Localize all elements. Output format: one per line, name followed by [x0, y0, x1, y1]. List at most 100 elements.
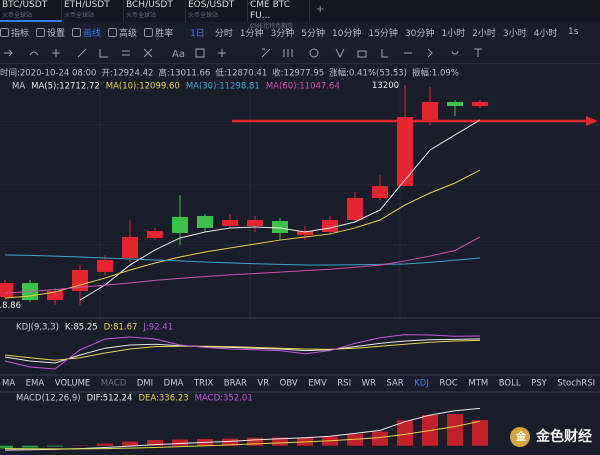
toolbar: 指标 设置 画线 高级 胜率 1日 分时 1分钟 3分钟 5分钟 10分钟 15分钟 30分钟 1小时 2小…: [0, 24, 600, 40]
indicator-tab[interactable]: OBV: [280, 379, 298, 389]
add-tab-button[interactable]: +: [316, 4, 325, 15]
toolbar-item[interactable]: 高级: [108, 26, 137, 39]
interval-button[interactable]: 2小时: [472, 28, 496, 39]
candle-body: [97, 259, 113, 272]
toolbar-label: 高级: [119, 28, 138, 39]
macd-bar: [247, 437, 263, 446]
indicator-tab[interactable]: StochRSI: [557, 379, 595, 389]
interval-button[interactable]: 分时: [214, 28, 233, 39]
indicator-tab[interactable]: DMI: [137, 379, 153, 389]
toolbar-label: 画线: [83, 28, 102, 39]
candle-body: [147, 231, 163, 238]
macd-bar: [222, 438, 238, 446]
indicator-tab[interactable]: VR: [257, 379, 269, 389]
legend-label: MA(30):11298.81: [186, 82, 260, 92]
watermark-text: 金色财经: [535, 428, 592, 445]
tab[interactable]: BCH/USDT 火币全球站: [124, 0, 186, 22]
interval-button[interactable]: 1分钟: [239, 28, 264, 39]
info-text: 高:13011.66: [158, 68, 210, 79]
legend-label: MACD(12,26,9): [16, 394, 81, 404]
indicator-tab[interactable]: BOLL: [499, 379, 521, 389]
legend-label: DEA:336.23: [138, 394, 188, 404]
indicator-tab[interactable]: PSY: [531, 379, 548, 389]
interval-button[interactable]: 15分钟: [368, 28, 398, 39]
interval-button[interactable]: 3分钟: [270, 28, 295, 39]
indicator-tab[interactable]: MTM: [468, 379, 488, 389]
tab[interactable]: BTC/USDT 火币全球站: [0, 0, 62, 22]
legend-label: J:92.41: [142, 323, 173, 333]
toolbar-label: 胜率: [155, 28, 174, 39]
legend-label: MACD:352.01: [195, 394, 253, 404]
interval-button[interactable]: 4小时: [533, 28, 558, 39]
info-text: 开:12924.42: [101, 69, 153, 79]
icon: [144, 27, 154, 37]
macd-bar: [47, 445, 63, 447]
interval-button[interactable]: 3小时: [502, 28, 527, 39]
info-text: 低:12870.41: [215, 68, 267, 79]
indicator-line: [4, 339, 481, 361]
indicator-tab[interactable]: KDJ: [414, 379, 429, 389]
icon: [0, 27, 9, 37]
info-text: 振幅:1.09%: [412, 68, 459, 79]
chart: 金 金色财经 时间:2020-10-24 08:00 开:12924.42 高:13…: [0, 68, 600, 451]
tab-exchange: 火币全球站: [126, 12, 157, 19]
candle-body: [347, 198, 363, 221]
text-tool[interactable]: Aa: [172, 49, 185, 60]
macd-bar: [447, 414, 463, 446]
indicator-tab[interactable]: TRIX: [193, 379, 214, 389]
info-text: 收:12977.95: [272, 68, 324, 79]
interval-button[interactable]: 1小时: [441, 28, 466, 39]
macd-bar: [22, 445, 38, 448]
candle-body: [197, 215, 213, 228]
candle-body: [122, 236, 138, 259]
interval-button[interactable]: 10分钟: [332, 28, 362, 39]
period-select[interactable]: 1日: [190, 28, 205, 39]
macd-bar: [0, 445, 13, 449]
low-price-label: 11618.86: [0, 301, 21, 311]
svg-text:金: 金: [515, 430, 527, 443]
indicator-tab[interactable]: SAR: [386, 379, 403, 389]
indicator-line: [4, 334, 481, 370]
indicator-tab[interactable]: ROC: [439, 379, 458, 389]
interval-button[interactable]: 30分钟: [404, 28, 435, 39]
icon: [108, 27, 118, 37]
macd-bar: [472, 420, 488, 446]
interval-button[interactable]: 5分钟: [301, 28, 326, 39]
tab-symbol: CME BTC FU...: [250, 0, 291, 21]
indicator-line: [79, 119, 481, 301]
indicator-tab[interactable]: BRAR: [224, 379, 247, 389]
candle-body: [372, 186, 388, 199]
indicator-tab[interactable]: RSI: [337, 379, 351, 389]
drawing-tools: Aa: [0, 45, 600, 61]
macd-bar: [122, 441, 138, 446]
tab-exchange: 火币全球站: [2, 12, 33, 19]
candle-body: [297, 231, 313, 236]
tab[interactable]: CME BTC FU... CME比特币期货: [248, 0, 310, 30]
speed[interactable]: 1s: [568, 27, 579, 37]
indicator-tab[interactable]: DMA: [164, 379, 184, 389]
candle-body: [247, 220, 263, 227]
high-price-label: 13200: [372, 81, 399, 91]
icon: [72, 27, 82, 37]
indicator-line: [4, 236, 481, 294]
toolbar-item[interactable]: 胜率: [144, 26, 173, 39]
toolbar-item[interactable]: 画线: [72, 26, 101, 39]
indicator-tab[interactable]: VOLUME: [55, 379, 91, 389]
tab[interactable]: EOS/USDT 火币全球站: [186, 0, 248, 22]
indicator-tab[interactable]: WR: [362, 379, 376, 389]
indicator-line: [4, 420, 481, 450]
legend-label: MA(10):12099.60: [106, 82, 180, 92]
tab-exchange: 火币全球站: [188, 12, 219, 19]
indicator-tab[interactable]: EMA: [26, 379, 45, 389]
toolbar-item[interactable]: 设置: [36, 26, 65, 39]
tab[interactable]: ETH/USDT 火币全球站: [62, 0, 124, 22]
macd-bar: [397, 420, 413, 446]
candle-body: [422, 101, 438, 120]
legend-label: K:85.25: [65, 323, 98, 333]
toolbar-item[interactable]: 指标: [0, 26, 29, 39]
divider: [0, 63, 600, 64]
indicator-tab[interactable]: EMV: [308, 379, 327, 389]
indicator-tab[interactable]: MA: [2, 379, 15, 389]
indicator-tab[interactable]: MACD: [101, 379, 127, 389]
